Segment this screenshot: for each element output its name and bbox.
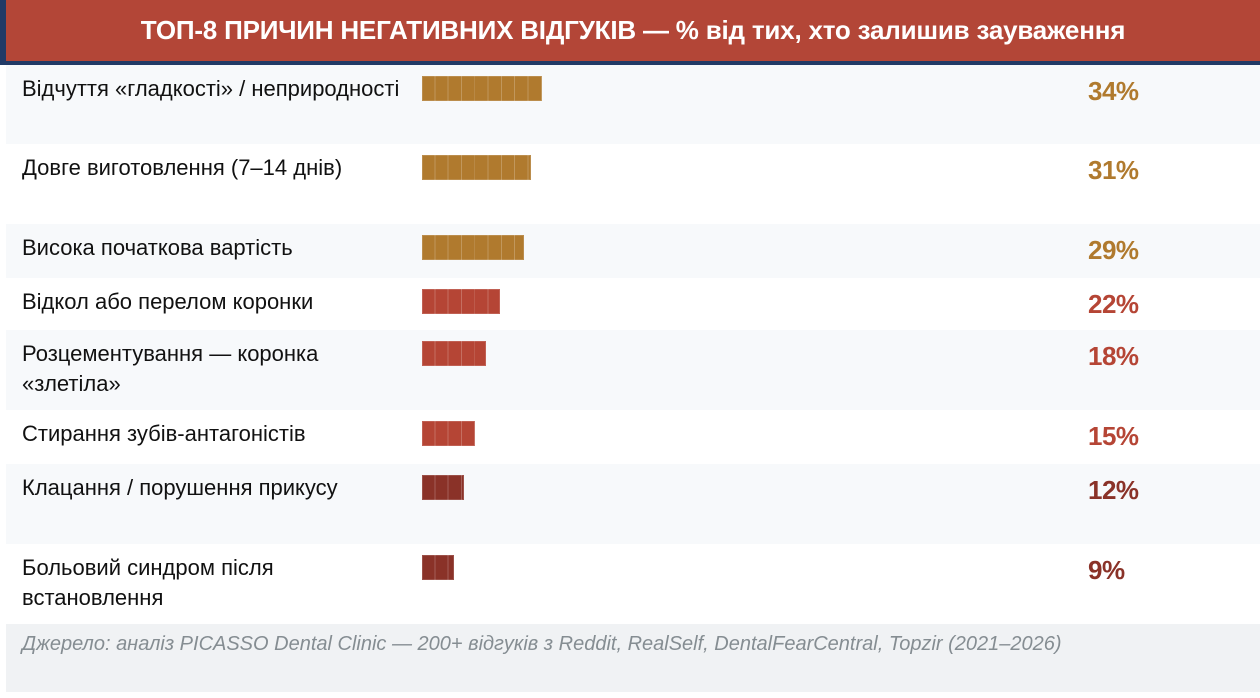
value-bar — [422, 155, 531, 180]
chart-title: ТОП-8 ПРИЧИН НЕГАТИВНИХ ВІДГУКІВ — % від… — [140, 15, 1126, 45]
reason-label: Клацання / порушення прикусу — [22, 475, 338, 500]
percent-value: 9% — [1088, 555, 1125, 585]
percent-value: 34% — [1088, 76, 1139, 106]
table-row: Стирання зубів-антагоністів 15% — [6, 410, 1260, 464]
value-bar — [422, 289, 500, 314]
reason-label: Відкол або перелом коронки — [22, 289, 314, 314]
table-row: Відчуття «гладкості» / неприродності 34% — [6, 65, 1260, 144]
percent-value: 18% — [1088, 341, 1139, 371]
chart-title-banner: ТОП-8 ПРИЧИН НЕГАТИВНИХ ВІДГУКІВ — % від… — [0, 0, 1260, 65]
percent-value: 12% — [1088, 475, 1139, 505]
table-row: Больовий синдром після встановлення 9% — [6, 544, 1260, 624]
table-row: Відкол або перелом коронки 22% — [6, 278, 1260, 330]
value-bar — [422, 421, 475, 446]
percent-value: 31% — [1088, 155, 1139, 185]
value-bar — [422, 235, 524, 260]
reasons-table: Відчуття «гладкості» / неприродності 34%… — [6, 65, 1260, 624]
reason-label: Розцементування — коронка «злетіла» — [22, 341, 319, 396]
value-bar — [422, 76, 542, 101]
table-row: Клацання / порушення прикусу 12% — [6, 464, 1260, 544]
table-row: Розцементування — коронка «злетіла» 18% — [6, 330, 1260, 410]
percent-value: 22% — [1088, 289, 1139, 319]
source-note: Джерело: аналіз PICASSO Dental Clinic — … — [6, 624, 1260, 692]
reason-label: Стирання зубів-антагоністів — [22, 421, 306, 446]
table-row: Довге виготовлення (7–14 днів) 31% — [6, 144, 1260, 224]
source-text: Джерело: аналіз PICASSO Dental Clinic — … — [22, 633, 1062, 655]
reason-label: Відчуття «гладкості» / неприродності — [22, 76, 400, 101]
percent-value: 29% — [1088, 235, 1139, 265]
value-bar — [422, 555, 454, 580]
percent-value: 15% — [1088, 421, 1139, 451]
value-bar — [422, 341, 486, 366]
reason-label: Довге виготовлення (7–14 днів) — [22, 155, 343, 180]
reason-label: Больовий синдром після встановлення — [22, 555, 274, 610]
value-bar — [422, 475, 464, 500]
reason-label: Висока початкова вартість — [22, 235, 293, 260]
table-row: Висока початкова вартість 29% — [6, 224, 1260, 278]
